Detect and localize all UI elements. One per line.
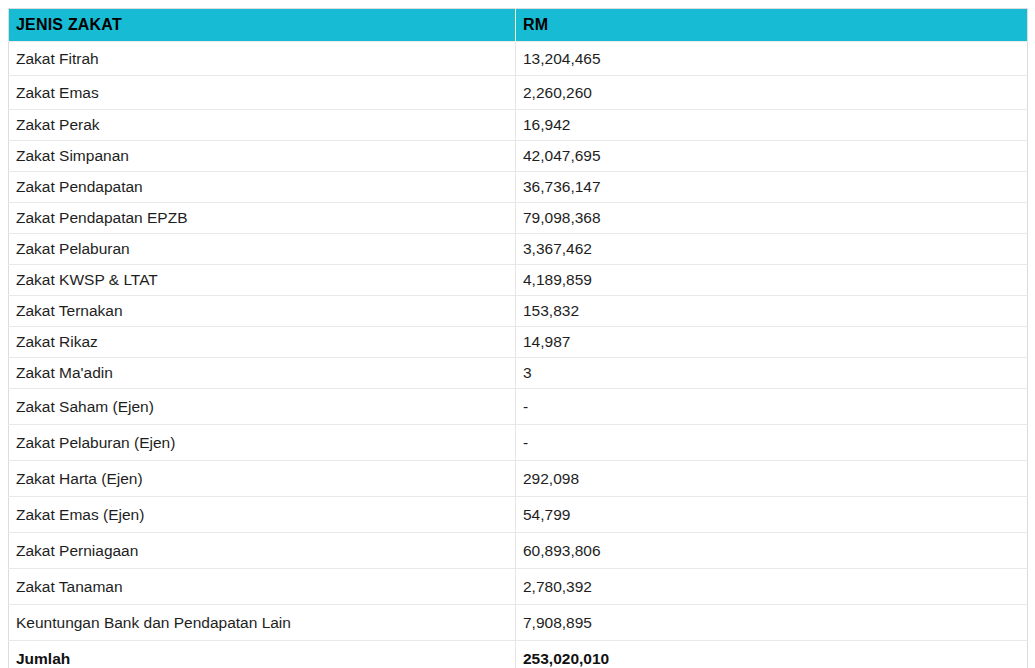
jenis-cell: Zakat Ma'adin [9,358,516,389]
rm-cell: 36,736,147 [516,172,1028,203]
rm-cell: 153,832 [516,296,1028,327]
jenis-cell: Zakat Pendapatan [9,172,516,203]
table-row: Zakat Perniagaan60,893,806 [9,533,1028,569]
table-body: Zakat Fitrah13,204,465Zakat Emas2,260,26… [9,42,1028,641]
table-row: Zakat Emas (Ejen)54,799 [9,497,1028,533]
rm-cell: 2,260,260 [516,76,1028,110]
table-row: Zakat Pendapatan EPZB79,098,368 [9,203,1028,234]
table-row: Zakat Ternakan153,832 [9,296,1028,327]
jenis-cell: Zakat Emas (Ejen) [9,497,516,533]
jenis-cell: Zakat KWSP & LTAT [9,265,516,296]
table-row: Zakat Harta (Ejen)292,098 [9,461,1028,497]
jenis-cell: Zakat Harta (Ejen) [9,461,516,497]
jenis-cell: Zakat Ternakan [9,296,516,327]
rm-cell: 4,189,859 [516,265,1028,296]
rm-cell: 7,908,895 [516,605,1028,641]
rm-cell: 3,367,462 [516,234,1028,265]
rm-cell: 13,204,465 [516,42,1028,76]
col-header-jenis-zakat: JENIS ZAKAT [9,9,516,42]
total-label: Jumlah [9,641,516,668]
jenis-cell: Zakat Rikaz [9,327,516,358]
rm-cell: - [516,389,1028,425]
report-page: JENIS ZAKAT RM Zakat Fitrah13,204,465Zak… [0,0,1035,668]
table-row: Zakat KWSP & LTAT4,189,859 [9,265,1028,296]
table-row: Zakat Perak16,942 [9,110,1028,141]
jenis-cell: Keuntungan Bank dan Pendapatan Lain [9,605,516,641]
rm-cell: 79,098,368 [516,203,1028,234]
total-value: 253,020,010 [516,641,1028,668]
jenis-cell: Zakat Simpanan [9,141,516,172]
table-row: Keuntungan Bank dan Pendapatan Lain7,908… [9,605,1028,641]
table-row: Zakat Saham (Ejen)- [9,389,1028,425]
rm-cell: 3 [516,358,1028,389]
table-row: Zakat Rikaz14,987 [9,327,1028,358]
table-row: Zakat Pelaburan3,367,462 [9,234,1028,265]
table-header-row: JENIS ZAKAT RM [9,9,1028,42]
table-row: Zakat Ma'adin3 [9,358,1028,389]
zakat-collection-table: JENIS ZAKAT RM Zakat Fitrah13,204,465Zak… [8,8,1028,668]
jenis-cell: Zakat Pelaburan (Ejen) [9,425,516,461]
jenis-cell: Zakat Perak [9,110,516,141]
table-row: Zakat Fitrah13,204,465 [9,42,1028,76]
rm-cell: 60,893,806 [516,533,1028,569]
rm-cell: 292,098 [516,461,1028,497]
table-row: Zakat Pendapatan36,736,147 [9,172,1028,203]
table-row: Zakat Emas2,260,260 [9,76,1028,110]
jenis-cell: Zakat Pendapatan EPZB [9,203,516,234]
col-header-rm: RM [516,9,1028,42]
table-row: Zakat Pelaburan (Ejen)- [9,425,1028,461]
rm-cell: 2,780,392 [516,569,1028,605]
jenis-cell: Zakat Emas [9,76,516,110]
rm-cell: 42,047,695 [516,141,1028,172]
jenis-cell: Zakat Fitrah [9,42,516,76]
jenis-cell: Zakat Perniagaan [9,533,516,569]
rm-cell: 54,799 [516,497,1028,533]
table-row: Zakat Simpanan42,047,695 [9,141,1028,172]
jenis-cell: Zakat Tanaman [9,569,516,605]
jenis-cell: Zakat Pelaburan [9,234,516,265]
rm-cell: - [516,425,1028,461]
rm-cell: 14,987 [516,327,1028,358]
rm-cell: 16,942 [516,110,1028,141]
table-row: Zakat Tanaman2,780,392 [9,569,1028,605]
total-row: Jumlah 253,020,010 [9,641,1028,668]
jenis-cell: Zakat Saham (Ejen) [9,389,516,425]
